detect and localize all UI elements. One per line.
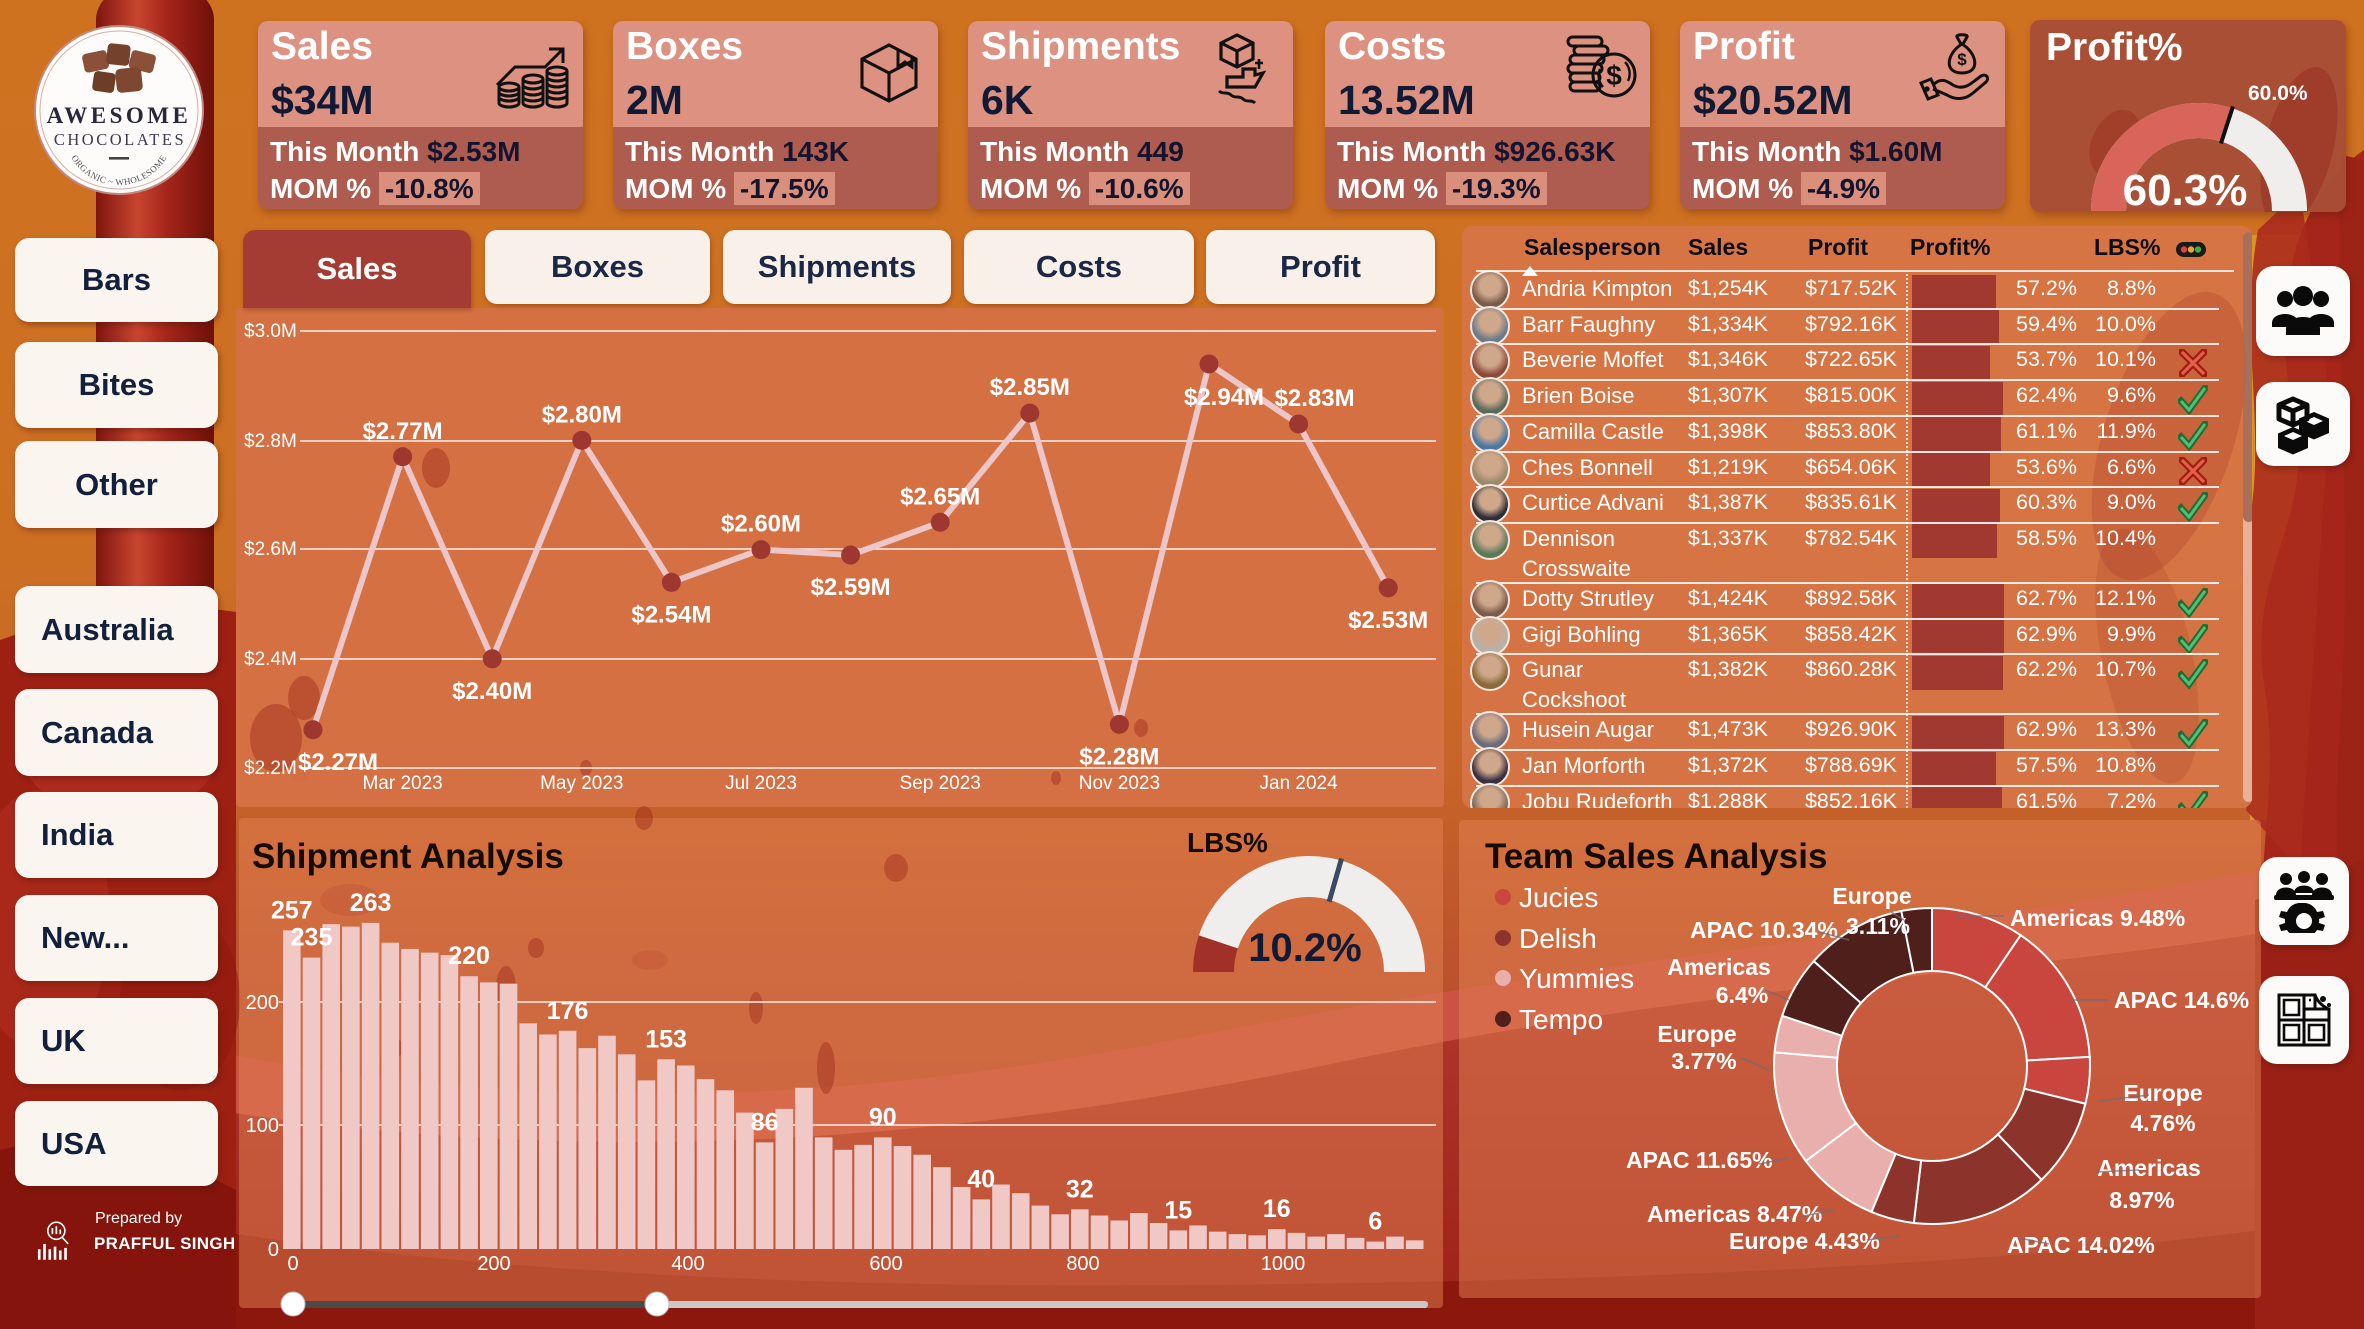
svg-text:$2.8M: $2.8M — [244, 431, 297, 452]
svg-text:AWESOME: AWESOME — [47, 103, 192, 128]
svg-text:3.77%: 3.77% — [1671, 1048, 1736, 1074]
svg-text:600: 600 — [869, 1253, 902, 1275]
svg-text:90: 90 — [869, 1103, 897, 1131]
svg-text:Americas: Americas — [2097, 1155, 2201, 1181]
svg-text:$2.27M: $2.27M — [298, 749, 378, 776]
svg-text:$2.2M: $2.2M — [244, 758, 297, 779]
svg-text:4.76%: 4.76% — [2130, 1110, 2195, 1136]
svg-text:Tempo: Tempo — [1519, 1004, 1603, 1035]
svg-text:6.4%: 6.4% — [1716, 982, 1768, 1008]
svg-text:Yummies: Yummies — [1519, 963, 1634, 994]
svg-text:APAC 11.65%: APAC 11.65% — [1626, 1147, 1773, 1173]
svg-text:APAC 14.02%: APAC 14.02% — [2007, 1232, 2155, 1258]
svg-text:257: 257 — [271, 896, 313, 924]
svg-text:$: $ — [1606, 60, 1622, 91]
svg-text:Shipment Analysis: Shipment Analysis — [252, 837, 564, 876]
svg-text:Europe 4.43%: Europe 4.43% — [1729, 1228, 1880, 1254]
svg-text:100: 100 — [246, 1115, 279, 1137]
svg-text:32: 32 — [1066, 1175, 1094, 1203]
svg-text:$2.53M: $2.53M — [1348, 607, 1428, 634]
svg-text:APAC 10.34%: APAC 10.34% — [1690, 917, 1838, 943]
svg-text:$2.85M: $2.85M — [990, 374, 1070, 401]
svg-text:200: 200 — [246, 992, 279, 1014]
svg-text:Jucies: Jucies — [1519, 882, 1598, 913]
svg-text:200: 200 — [477, 1253, 510, 1275]
svg-text:$2.94M: $2.94M — [1184, 384, 1264, 411]
svg-text:8.97%: 8.97% — [2109, 1187, 2174, 1213]
svg-text:86: 86 — [751, 1108, 779, 1136]
svg-text:Team Sales Analysis: Team Sales Analysis — [1485, 837, 1827, 876]
svg-text:176: 176 — [547, 997, 589, 1025]
svg-text:LBS%: LBS% — [1187, 827, 1268, 858]
svg-text:$2.60M: $2.60M — [721, 511, 801, 538]
svg-text:May 2023: May 2023 — [540, 773, 623, 794]
svg-text:$2.83M: $2.83M — [1275, 385, 1355, 412]
svg-text:CHOCOLATES: CHOCOLATES — [54, 130, 186, 149]
svg-text:16: 16 — [1263, 1195, 1291, 1223]
svg-text:40: 40 — [967, 1165, 995, 1193]
svg-text:220: 220 — [448, 942, 490, 970]
svg-text:Americas: Americas — [1667, 954, 1771, 980]
svg-text:263: 263 — [350, 889, 392, 917]
svg-text:$2.54M: $2.54M — [631, 601, 711, 628]
svg-text:$2.59M: $2.59M — [811, 574, 891, 601]
svg-text:Americas 9.48%: Americas 9.48% — [2010, 905, 2185, 931]
svg-text:6: 6 — [1368, 1208, 1382, 1236]
svg-text:Europe: Europe — [1832, 883, 1911, 909]
svg-text:$2.6M: $2.6M — [244, 539, 297, 560]
svg-text:$3.0M: $3.0M — [244, 321, 297, 342]
svg-text:Sep 2023: Sep 2023 — [900, 773, 981, 794]
svg-text:235: 235 — [291, 924, 333, 952]
svg-text:Delish: Delish — [1519, 923, 1597, 954]
svg-text:APAC 14.6%: APAC 14.6% — [2114, 987, 2249, 1013]
svg-text:Europe: Europe — [2123, 1080, 2202, 1106]
svg-text:Mar 2023: Mar 2023 — [362, 773, 442, 794]
svg-text:0: 0 — [268, 1239, 279, 1261]
svg-text:153: 153 — [645, 1025, 687, 1053]
svg-text:$2.80M: $2.80M — [542, 401, 622, 428]
svg-text:Jan 2024: Jan 2024 — [1260, 773, 1339, 794]
svg-text:400: 400 — [671, 1253, 704, 1275]
svg-text:15: 15 — [1164, 1196, 1192, 1224]
svg-text:800: 800 — [1066, 1253, 1099, 1275]
svg-text:10.2%: 10.2% — [1248, 926, 1361, 970]
svg-text:Jul 2023: Jul 2023 — [725, 773, 797, 794]
svg-text:$2.4M: $2.4M — [244, 649, 297, 670]
svg-text:0: 0 — [287, 1253, 298, 1275]
svg-text:$: $ — [1957, 50, 1967, 69]
svg-text:1000: 1000 — [1261, 1253, 1306, 1275]
svg-text:$2.28M: $2.28M — [1079, 743, 1159, 770]
svg-text:Nov 2023: Nov 2023 — [1079, 773, 1160, 794]
svg-text:$2.40M: $2.40M — [452, 678, 532, 705]
svg-text:Americas 8.47%: Americas 8.47% — [1647, 1201, 1822, 1227]
svg-text:$2.65M: $2.65M — [900, 483, 980, 510]
svg-text:$2.77M: $2.77M — [363, 418, 443, 445]
svg-text:Europe: Europe — [1657, 1021, 1736, 1047]
